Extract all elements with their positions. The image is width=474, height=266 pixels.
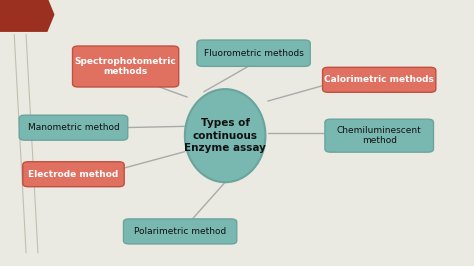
Text: Types of
continuous
Enzyme assay: Types of continuous Enzyme assay: [184, 118, 266, 153]
Text: Electrode method: Electrode method: [28, 170, 118, 179]
FancyBboxPatch shape: [325, 119, 433, 152]
FancyBboxPatch shape: [322, 67, 436, 92]
Text: Manometric method: Manometric method: [27, 123, 119, 132]
Text: Fluorometric methods: Fluorometric methods: [204, 49, 303, 58]
Text: Spectrophotometric
methods: Spectrophotometric methods: [75, 57, 176, 76]
Ellipse shape: [185, 89, 265, 182]
Text: Chemiluminescent
method: Chemiluminescent method: [337, 126, 421, 145]
FancyBboxPatch shape: [23, 162, 124, 187]
Polygon shape: [0, 0, 55, 32]
Text: Polarimetric method: Polarimetric method: [134, 227, 226, 236]
Text: Calorimetric methods: Calorimetric methods: [324, 75, 434, 84]
FancyBboxPatch shape: [19, 115, 128, 140]
FancyBboxPatch shape: [123, 219, 237, 244]
FancyBboxPatch shape: [197, 40, 310, 66]
FancyBboxPatch shape: [73, 46, 179, 87]
